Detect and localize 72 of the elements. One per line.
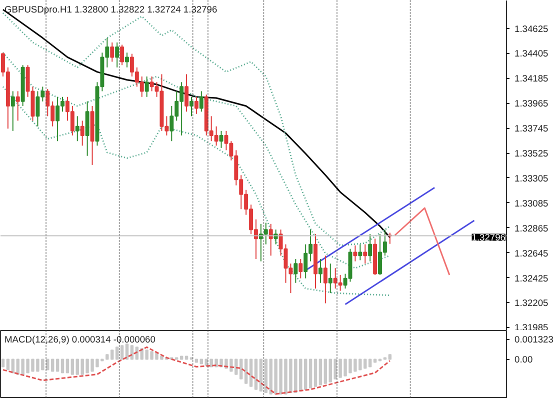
bar [368, 358, 372, 368]
bar [249, 358, 253, 387]
candlestick [75, 116, 80, 142]
bar [56, 358, 60, 372]
chart-title: MACD(12,26,9) 0.000314 -0.000060 [4, 334, 156, 344]
candlestick [110, 42, 114, 62]
y-tick-label: 1.34405 [514, 48, 548, 59]
candlestick [338, 274, 342, 292]
y-tick-label: 1.32645 [514, 248, 548, 258]
bar [308, 358, 312, 388]
candlestick [333, 268, 338, 290]
bar [120, 345, 124, 360]
bar [60, 358, 64, 374]
candlestick [368, 234, 372, 262]
bar [115, 346, 119, 360]
candlestick [353, 244, 358, 262]
candlestick [120, 44, 124, 66]
bar [66, 358, 70, 374]
bar [244, 358, 248, 384]
line-series [2, 86, 391, 296]
bar [6, 358, 10, 370]
bar [180, 356, 184, 360]
y-tick-label: 0.001323 [514, 334, 554, 345]
ref-line-label: 1.32796 [472, 232, 506, 243]
candlestick [268, 223, 273, 256]
y-tick-label: 1.34625 [514, 24, 548, 34]
bar [125, 344, 129, 360]
bar [373, 358, 377, 363]
y-tick-label: 1.32425 [514, 273, 548, 284]
bar [314, 358, 318, 387]
candlestick [115, 42, 120, 68]
y-tick-label: 1.33085 [514, 198, 548, 208]
candlestick [184, 74, 189, 112]
y-tick-label: 1.33745 [514, 124, 548, 134]
bar [200, 358, 204, 364]
bar [324, 358, 328, 384]
y-tick-label: 1.34185 [514, 74, 548, 84]
chart-title: GBPUSDpro.H1 1.32800 1.32822 1.32724 1.32796 [4, 4, 218, 14]
y-tick-label: 1.33305 [514, 173, 548, 184]
y-tick-label: 1.33965 [514, 98, 548, 109]
bar [254, 358, 258, 390]
candlestick [190, 96, 194, 117]
candlestick [323, 255, 328, 304]
candlestick [80, 120, 84, 146]
candlestick [363, 244, 368, 264]
candlestick [144, 76, 149, 98]
candlestick [199, 90, 204, 112]
y-tick-label: 1.33525 [514, 148, 548, 159]
candlestick [298, 258, 303, 279]
y-tick-label: 1.32865 [514, 223, 548, 234]
candlestick [358, 244, 362, 261]
bar [318, 358, 322, 386]
candlestick [85, 100, 90, 156]
candlestick [194, 96, 198, 114]
y-tick-label: 0.00 [514, 354, 533, 365]
bar [304, 358, 308, 390]
candlestick [16, 90, 20, 122]
bar [259, 358, 263, 392]
bar [50, 358, 54, 372]
candlestick [294, 258, 298, 284]
y-tick-label: 1.32205 [514, 298, 548, 308]
bar [1, 358, 5, 368]
candlestick [10, 90, 15, 132]
candlestick [318, 258, 322, 284]
candlestick [328, 263, 332, 294]
bar [70, 358, 74, 375]
bar [388, 354, 392, 360]
line-series [2, 346, 391, 395]
bar [184, 356, 188, 360]
line-series [2, 52, 391, 269]
bar [194, 358, 198, 363]
candlestick [125, 52, 129, 68]
